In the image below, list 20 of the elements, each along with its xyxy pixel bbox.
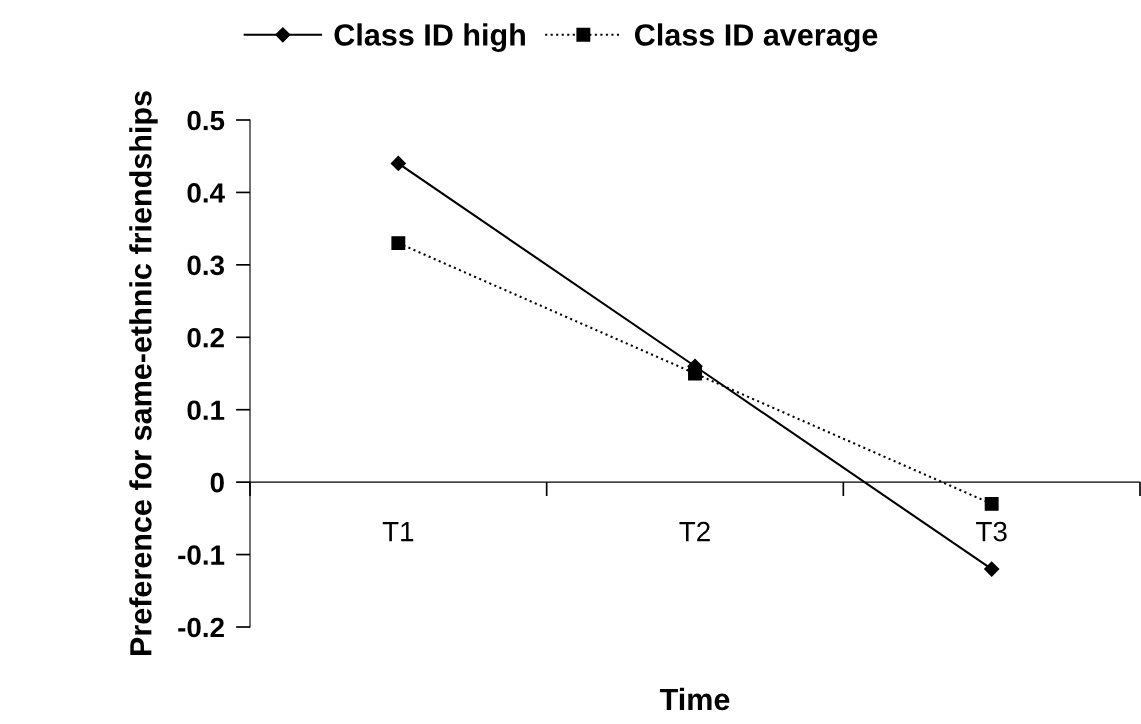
y-axis-title: Preference for same-ethnic friendships xyxy=(129,91,158,656)
y-tick-label: 0 xyxy=(210,472,224,493)
y-tick-label: 0.5 xyxy=(187,110,225,131)
x-tick-label: T1 xyxy=(382,522,414,542)
y-tick-label: 0.3 xyxy=(187,255,224,276)
y-tick-label: 0.4 xyxy=(187,183,225,203)
point xyxy=(688,366,702,381)
legend-label: Class ID average xyxy=(635,23,878,52)
y-tick-label: 0.1 xyxy=(187,400,225,421)
y-tick-label: -0.2 xyxy=(178,617,224,638)
point xyxy=(984,496,999,511)
legend-label: Class ID high xyxy=(334,23,525,52)
x-axis-title: Time xyxy=(659,687,730,711)
point xyxy=(390,155,406,172)
y-tick-label: -0.1 xyxy=(178,545,225,565)
y-tick-label: 0.2 xyxy=(187,327,224,348)
x-tick-label: T3 xyxy=(976,521,1007,542)
point xyxy=(984,561,1000,577)
x-tick-label: T2 xyxy=(679,521,710,542)
point xyxy=(391,236,406,251)
